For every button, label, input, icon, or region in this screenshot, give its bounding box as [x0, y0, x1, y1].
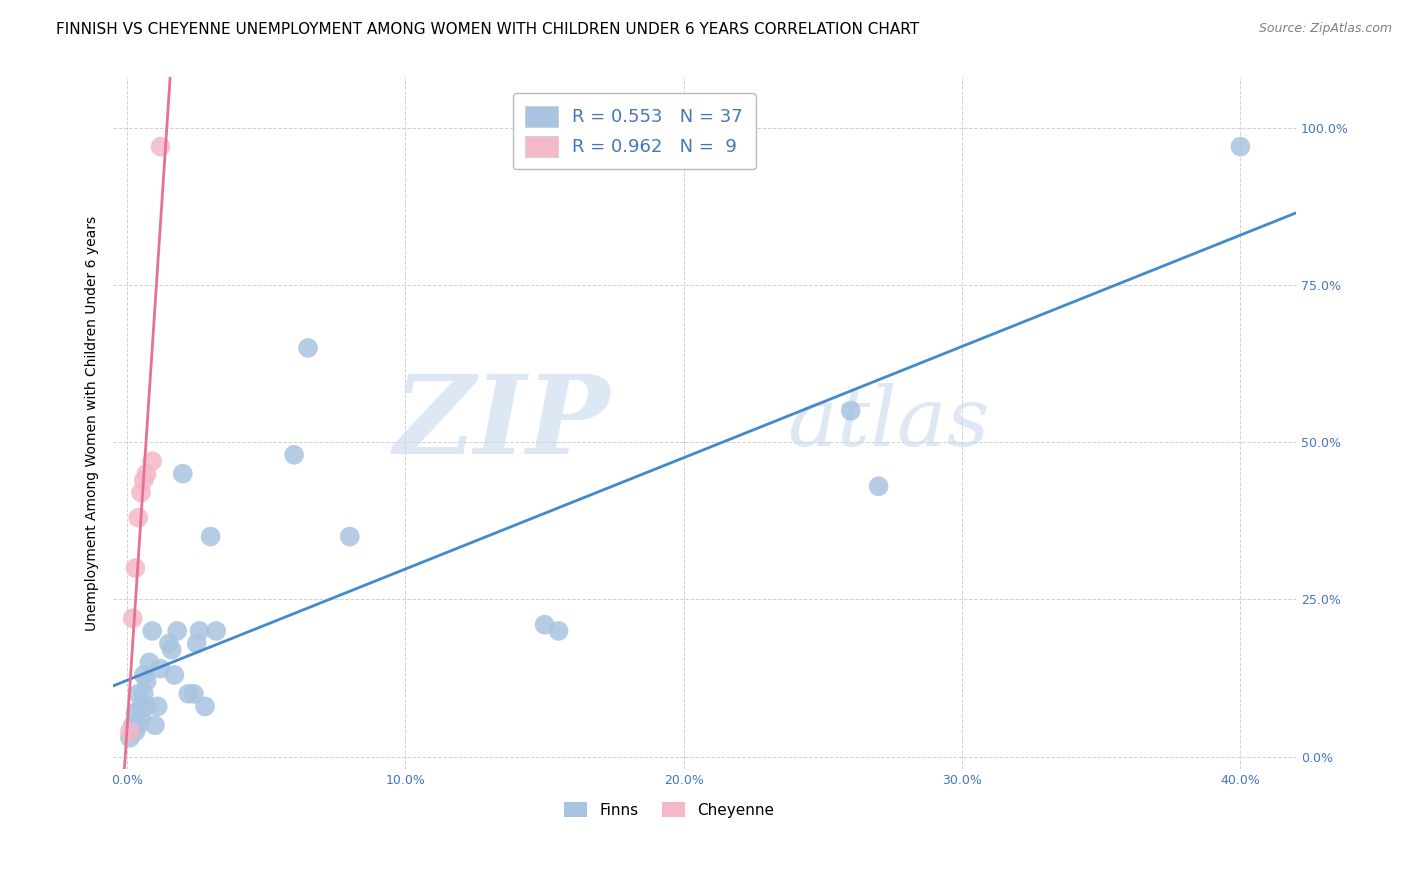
- Point: [118, 731, 141, 745]
- Point: [121, 718, 143, 732]
- Point: [135, 467, 157, 481]
- Point: [132, 687, 155, 701]
- Point: [135, 699, 157, 714]
- Point: [129, 485, 152, 500]
- Point: [868, 479, 890, 493]
- Point: [183, 687, 205, 701]
- Point: [146, 699, 169, 714]
- Point: [124, 706, 146, 720]
- Text: Source: ZipAtlas.com: Source: ZipAtlas.com: [1258, 22, 1392, 36]
- Point: [149, 139, 172, 153]
- Y-axis label: Unemployment Among Women with Children Under 6 years: Unemployment Among Women with Children U…: [86, 216, 100, 631]
- Point: [118, 724, 141, 739]
- Point: [132, 473, 155, 487]
- Point: [160, 642, 183, 657]
- Text: ZIP: ZIP: [394, 369, 610, 477]
- Point: [138, 656, 160, 670]
- Point: [149, 662, 172, 676]
- Point: [339, 530, 361, 544]
- Point: [163, 668, 186, 682]
- Point: [297, 341, 319, 355]
- Point: [172, 467, 194, 481]
- Point: [839, 404, 862, 418]
- Point: [1229, 139, 1251, 153]
- Point: [143, 718, 166, 732]
- Point: [157, 636, 180, 650]
- Point: [129, 699, 152, 714]
- Point: [533, 617, 555, 632]
- Point: [141, 454, 163, 468]
- Point: [141, 624, 163, 638]
- Point: [121, 611, 143, 625]
- Point: [127, 510, 149, 524]
- Point: [186, 636, 208, 650]
- Point: [194, 699, 217, 714]
- Point: [124, 561, 146, 575]
- Point: [127, 687, 149, 701]
- Point: [135, 674, 157, 689]
- Text: atlas: atlas: [787, 384, 990, 463]
- Point: [127, 718, 149, 732]
- Point: [132, 668, 155, 682]
- Point: [129, 712, 152, 726]
- Point: [188, 624, 211, 638]
- Point: [283, 448, 305, 462]
- Legend: Finns, Cheyenne: Finns, Cheyenne: [558, 796, 780, 824]
- Point: [547, 624, 569, 638]
- Point: [177, 687, 200, 701]
- Point: [124, 724, 146, 739]
- Point: [200, 530, 222, 544]
- Point: [166, 624, 188, 638]
- Point: [205, 624, 228, 638]
- Text: FINNISH VS CHEYENNE UNEMPLOYMENT AMONG WOMEN WITH CHILDREN UNDER 6 YEARS CORRELA: FINNISH VS CHEYENNE UNEMPLOYMENT AMONG W…: [56, 22, 920, 37]
